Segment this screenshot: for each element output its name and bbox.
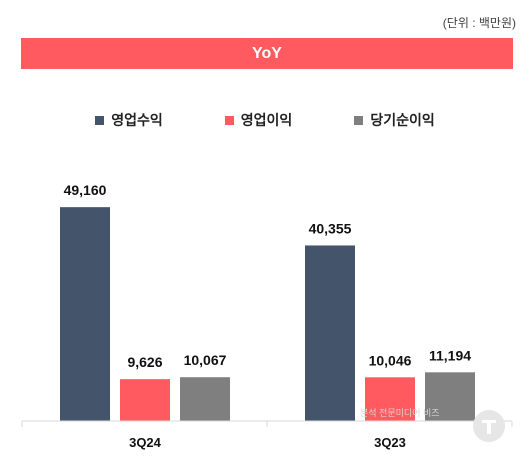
bar-3q24-operating-revenue [60,207,110,421]
chart-title: YoY [252,44,282,62]
category-label-3q23: 3Q23 [374,435,406,450]
bar-3q24-operating-profit [120,379,170,421]
watermark-text: 분석 전문미디어 비즈 [360,408,440,418]
data-label-3q23-operating-profit: 10,046 [369,352,412,368]
bar-3q23-operating-profit [365,377,415,421]
category-label-3q24: 3Q24 [129,435,162,450]
data-label-3q24-operating-profit: 9,626 [127,354,162,370]
legend-item-operating-revenue: 영업수익 [95,110,163,130]
data-label-3q24-net-income: 10,067 [184,352,227,368]
data-label-3q24-operating-revenue: 49,160 [64,182,107,198]
legend-swatch-operating-revenue [95,115,105,125]
legend-item-net-income: 당기순이익 [354,110,435,130]
legend-swatch-operating-profit [224,115,234,125]
legend-label-net-income: 당기순이익 [370,112,435,128]
legend-label-operating-revenue: 영업수익 [111,112,163,128]
bar-3q23-operating-revenue [305,245,355,421]
legend-swatch-net-income [354,115,364,125]
legend: 영업수익 영업이익 당기순이익 [0,110,530,130]
bar-3q24-net-income [180,377,230,421]
data-label-3q23-net-income: 11,194 [429,347,471,363]
legend-label-operating-profit: 영업이익 [240,112,293,128]
legend-item-operating-profit: 영업이익 [224,110,293,130]
chart-title-banner: YoY [21,38,513,69]
data-label-3q23-operating-revenue: 40,355 [309,220,352,236]
watermark-logo-icon [473,410,505,442]
bar-3q23-net-income [425,372,475,421]
unit-label: (단위 : 백만원) [442,16,516,30]
